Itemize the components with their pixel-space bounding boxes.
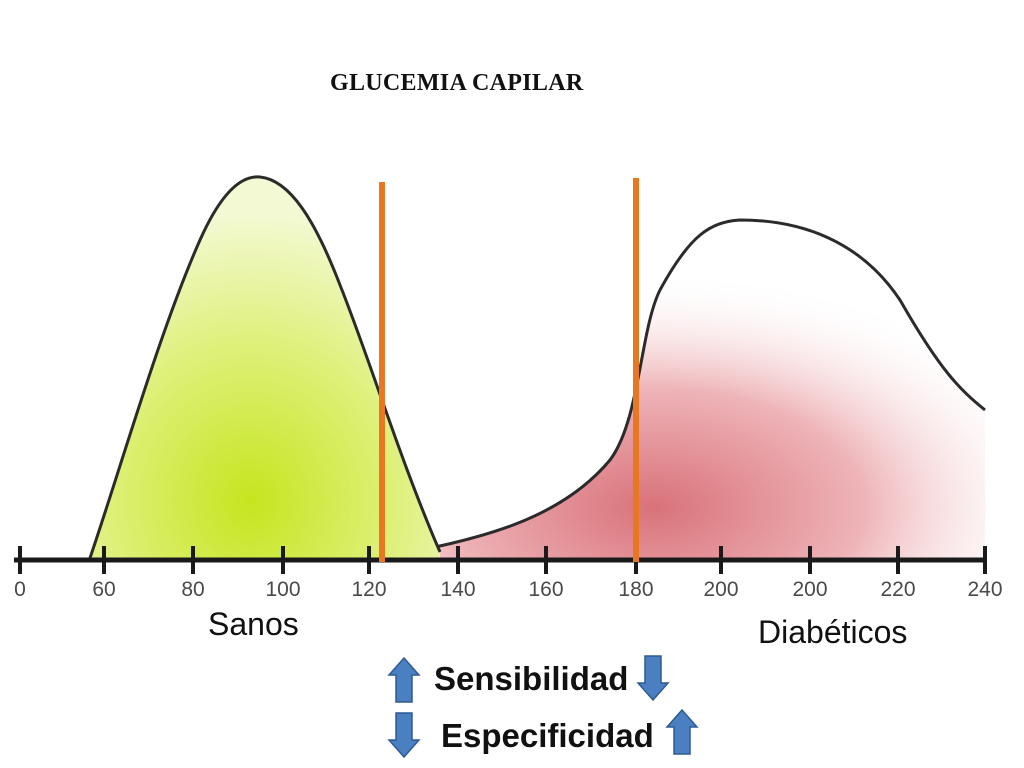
up-arrow-icon xyxy=(387,656,421,703)
up-arrow-icon xyxy=(665,708,699,755)
healthy-distribution-curve xyxy=(88,175,442,559)
healthy-label: Sanos xyxy=(208,606,299,642)
diabetic-distribution-fill xyxy=(383,220,985,558)
axis-tick-label: 240 xyxy=(967,578,1002,601)
axis-tick-label: 120 xyxy=(351,578,386,601)
axis-tick-label: 200 xyxy=(703,578,738,601)
axis-tick-label: 60 xyxy=(92,578,115,601)
axis-tick-label: 80 xyxy=(181,578,204,601)
specificity-label: Especificidad xyxy=(441,717,654,754)
axis-tick-label: 180 xyxy=(618,578,653,601)
page-title: GLUCEMIA CAPILAR xyxy=(330,70,584,96)
axis-tick-label: 200 xyxy=(792,578,827,601)
axis-tick-label: 220 xyxy=(880,578,915,601)
axis-tick-label: 0 xyxy=(14,578,26,601)
axis-tick-labels: 0 60 80 100 120 140 160 180 200 200 220 240 xyxy=(14,578,1002,601)
axis-tick-label: 140 xyxy=(440,578,475,601)
down-arrow-icon xyxy=(636,655,670,702)
diabetic-distribution-curve xyxy=(382,218,986,559)
axis-tick-label: 160 xyxy=(528,578,563,601)
effect-arrows xyxy=(387,655,699,759)
sensitivity-label: Sensibilidad xyxy=(434,660,629,697)
down-arrow-icon xyxy=(387,712,421,759)
axis-tick-label: 100 xyxy=(265,578,300,601)
diabetic-label: Diabéticos xyxy=(758,614,908,650)
healthy-distribution-fill xyxy=(90,176,440,558)
